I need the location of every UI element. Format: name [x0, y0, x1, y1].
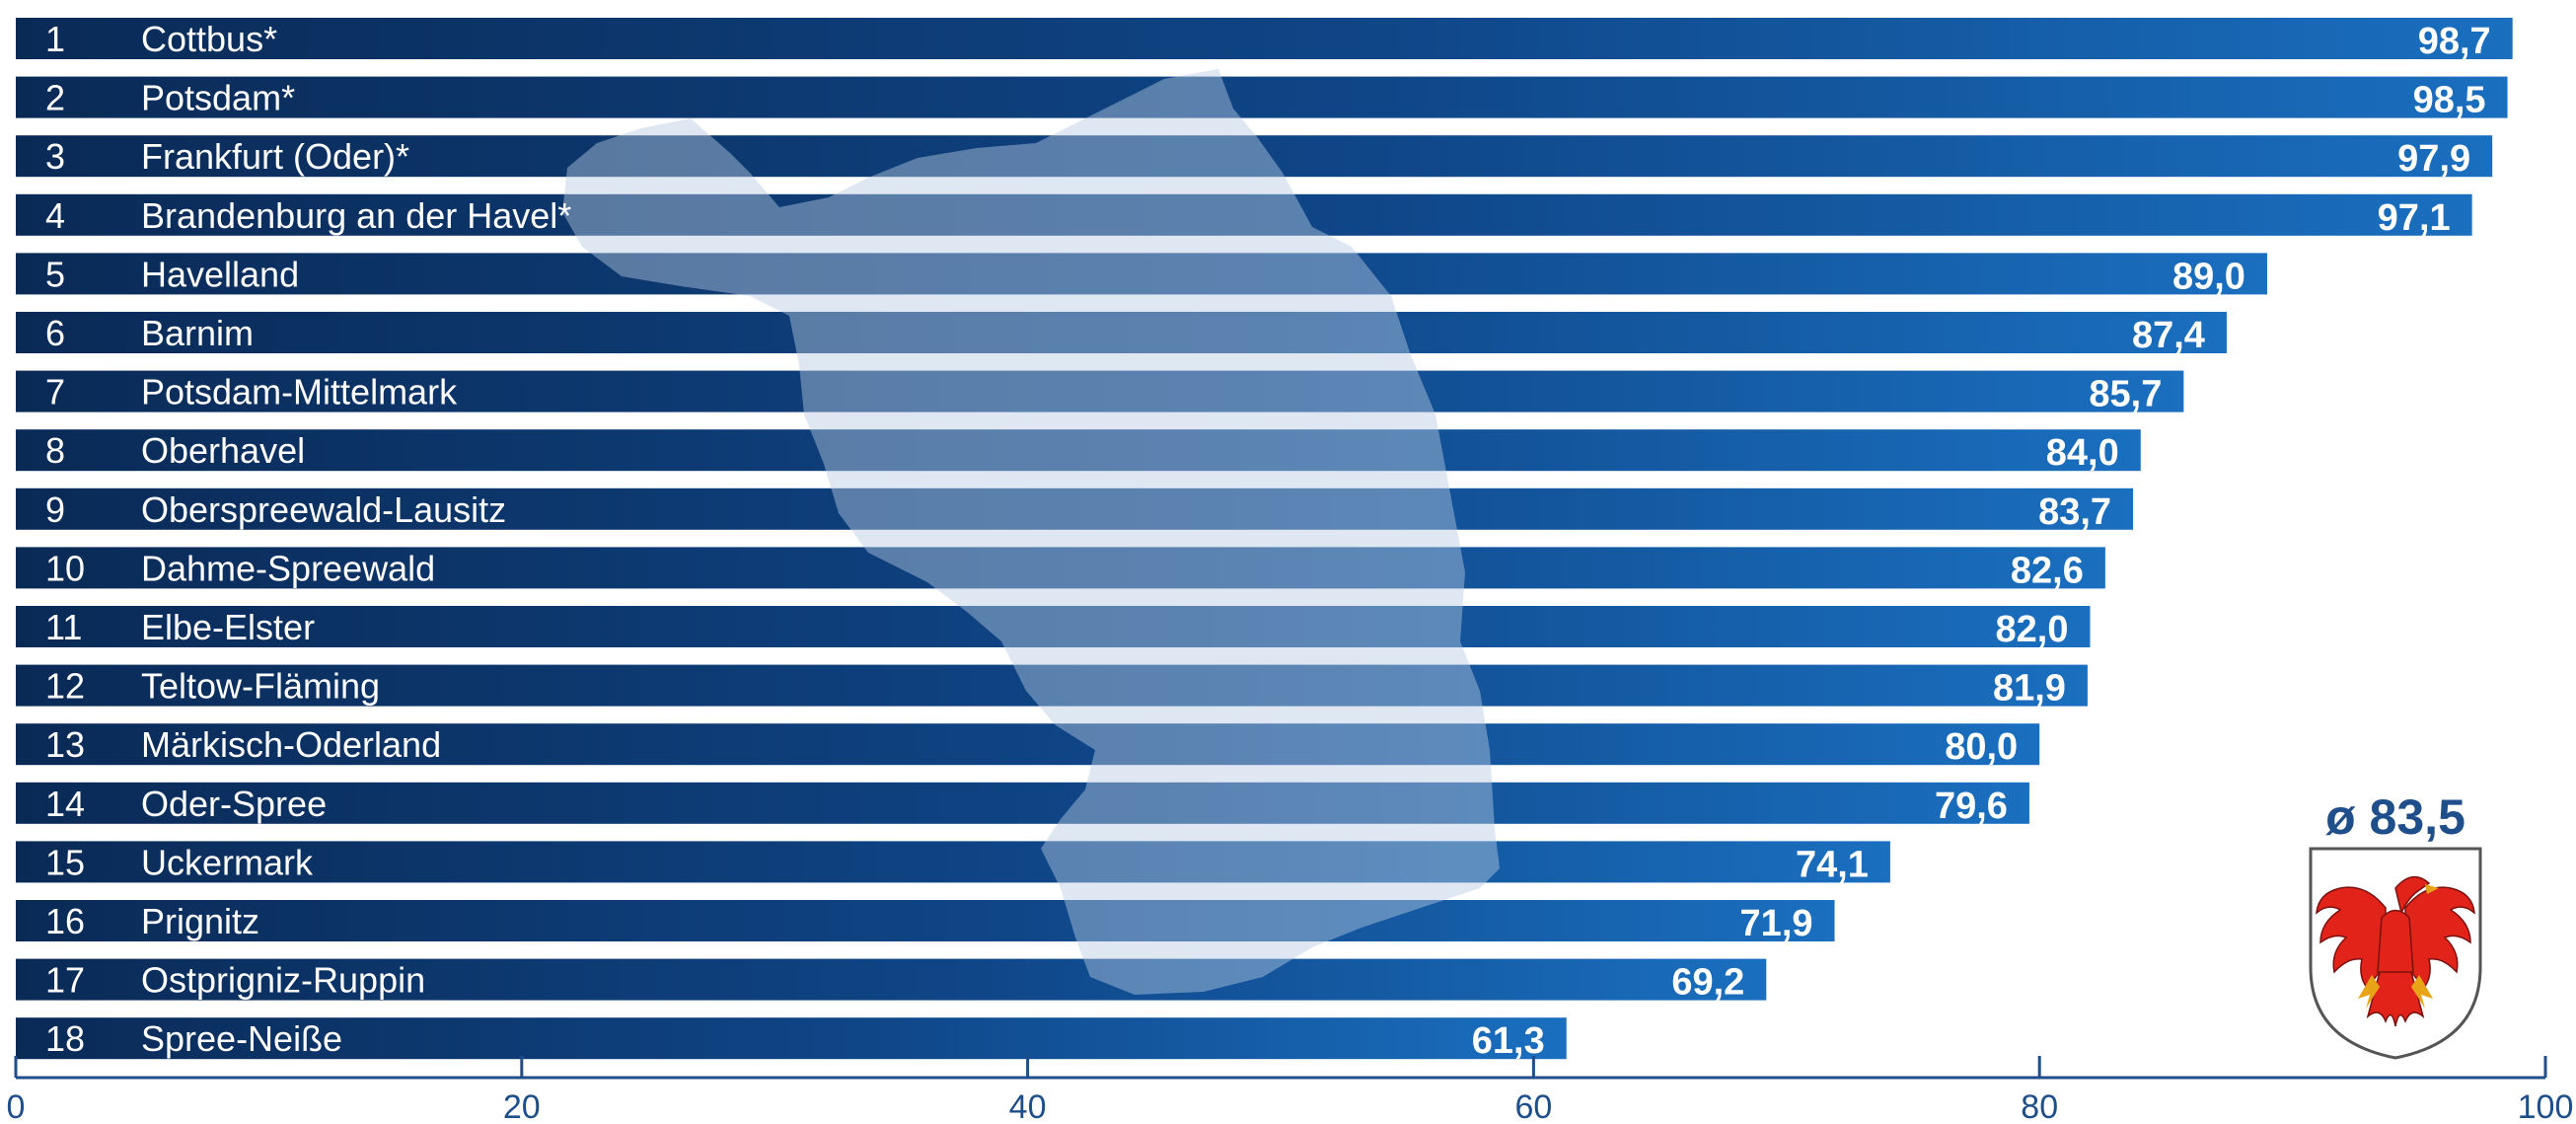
bar-name: Brandenburg an der Havel* [141, 195, 571, 236]
bar-name: Märkisch-Oderland [141, 724, 441, 765]
bar-name: Ostprigniz-Ruppin [141, 960, 425, 1001]
bar-name: Spree-Neiße [141, 1018, 342, 1059]
bar-rank: 12 [45, 666, 85, 707]
bar-5 [16, 253, 2267, 295]
bar-name: Oder-Spree [141, 784, 327, 824]
bar-17 [16, 958, 1767, 1001]
bar-rank: 16 [45, 901, 85, 941]
bar-value-label: 79,6 [1935, 786, 2008, 827]
average-indicator: ø 83,5 [2309, 789, 2482, 1060]
bar-11 [16, 606, 2091, 647]
bar-name: Potsdam* [141, 78, 295, 118]
bar-value-label: 82,6 [2011, 550, 2084, 591]
bar-rank: 7 [45, 372, 65, 412]
bar-rank: 13 [45, 724, 85, 765]
bar-10 [16, 547, 2105, 589]
bar-value-label: 74,1 [1796, 844, 1869, 885]
bar-value-label: 87,4 [2132, 315, 2205, 356]
bar-rank: 11 [45, 607, 82, 647]
bar-2 [16, 76, 2508, 118]
x-tick-label: 20 [503, 1088, 541, 1124]
bars [16, 18, 2513, 1060]
bar-3 [16, 135, 2493, 178]
bar-name: Cottbus* [141, 19, 277, 59]
bar-1 [16, 18, 2513, 59]
bar-14 [16, 782, 2029, 824]
bar-rank: 14 [45, 784, 85, 824]
bar-rank: 10 [45, 548, 85, 588]
bar-rank: 6 [45, 313, 65, 353]
bar-16 [16, 900, 1835, 941]
brandenburg-eagle-coat-of-arms [2309, 847, 2482, 1060]
x-tick-label: 60 [1514, 1088, 1552, 1124]
x-tick-label: 0 [7, 1088, 26, 1124]
bar-value-label: 80,0 [1945, 726, 2018, 768]
bar-6 [16, 312, 2227, 353]
bar-labels: 1 Cottbus* 98,7 2 Potsdam* 98,5 3 Frankfurt (Od… [45, 19, 2491, 1062]
bar-value-label: 89,0 [2172, 256, 2245, 297]
bar-rank: 2 [45, 78, 65, 118]
x-tick-label: 80 [2021, 1088, 2058, 1124]
bar-18 [16, 1017, 1567, 1060]
bar-name: Oberspreewald-Lausitz [141, 489, 506, 530]
bar-name: Frankfurt (Oder)* [141, 136, 409, 177]
bar-name: Elbe-Elster [141, 607, 315, 647]
bar-value-label: 98,5 [2413, 80, 2486, 121]
bar-name: Havelland [141, 254, 299, 294]
bar-value-label: 97,9 [2397, 138, 2470, 180]
bar-rank: 5 [45, 254, 65, 294]
bar-rank: 15 [45, 842, 85, 882]
bar-rank: 8 [45, 430, 65, 471]
bar-name: Teltow-Fläming [141, 666, 380, 707]
bar-name: Oberhavel [141, 430, 305, 471]
bar-9 [16, 487, 2134, 530]
bar-name: Potsdam-Mittelmark [141, 372, 458, 412]
average-label: ø 83,5 [2325, 789, 2466, 845]
bar-rank: 4 [45, 195, 65, 236]
bar-value-label: 81,9 [1993, 668, 2066, 710]
bar-value-label: 69,2 [1671, 962, 1744, 1004]
bar-rank: 18 [45, 1018, 85, 1059]
bar-value-label: 98,7 [2418, 21, 2491, 62]
x-axis: 0 20 40 60 80 100 [7, 1056, 2574, 1124]
bar-4 [16, 193, 2472, 236]
brandenburg-map-silhouette [562, 69, 1500, 995]
bar-value-label: 61,3 [1472, 1020, 1545, 1062]
bar-rank: 1 [45, 19, 65, 59]
bar-13 [16, 723, 2040, 766]
bar-value-label: 82,0 [1996, 609, 2069, 650]
bar-rank: 3 [45, 136, 65, 177]
bar-value-label: 85,7 [2089, 374, 2162, 415]
bar-8 [16, 429, 2141, 472]
bar-rank: 9 [45, 489, 65, 530]
bar-value-label: 71,9 [1740, 903, 1813, 944]
bar-value-label: 83,7 [2038, 491, 2111, 533]
bar-rank: 17 [45, 960, 85, 1001]
bar-name: Barnim [141, 313, 254, 353]
bar-name: Dahme-Spreewald [141, 548, 435, 588]
bar-15 [16, 841, 1890, 883]
x-tick-label: 40 [1009, 1088, 1047, 1124]
bar-name: Prignitz [141, 901, 259, 941]
bar-12 [16, 664, 2088, 707]
bar-value-label: 97,1 [2378, 197, 2451, 239]
bar-7 [16, 370, 2184, 412]
bar-value-label: 84,0 [2046, 432, 2119, 474]
bar-name: Uckermark [141, 842, 314, 882]
x-tick-label: 100 [2518, 1088, 2574, 1124]
